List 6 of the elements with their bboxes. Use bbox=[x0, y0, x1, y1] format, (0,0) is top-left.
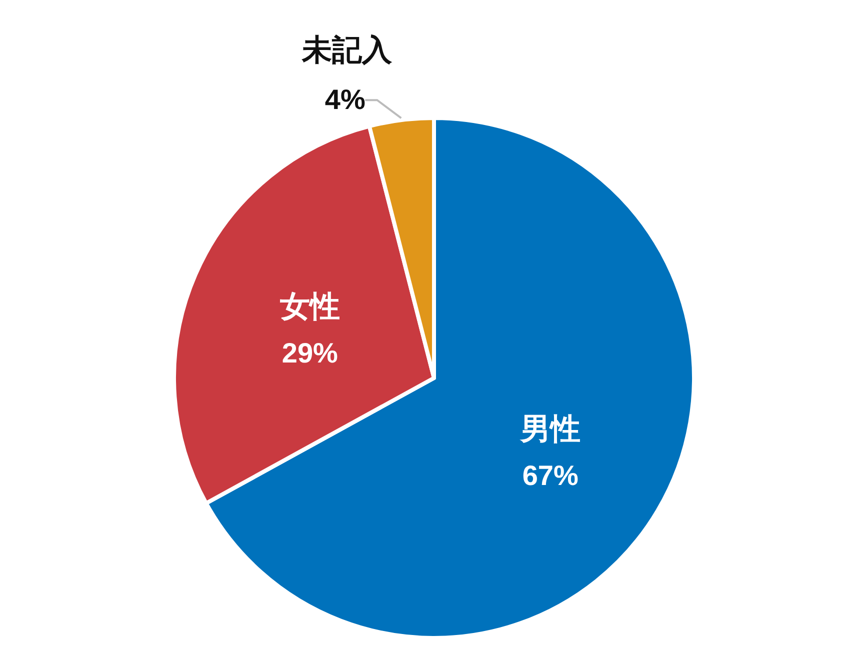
slice-label: 男性 bbox=[519, 412, 580, 446]
data-label: 29% bbox=[282, 337, 338, 368]
data-label: 67% bbox=[522, 460, 578, 491]
slice-label: 未記入 bbox=[301, 34, 394, 68]
data-label: 4% bbox=[324, 84, 366, 116]
slice-label: 女性 bbox=[278, 290, 340, 324]
